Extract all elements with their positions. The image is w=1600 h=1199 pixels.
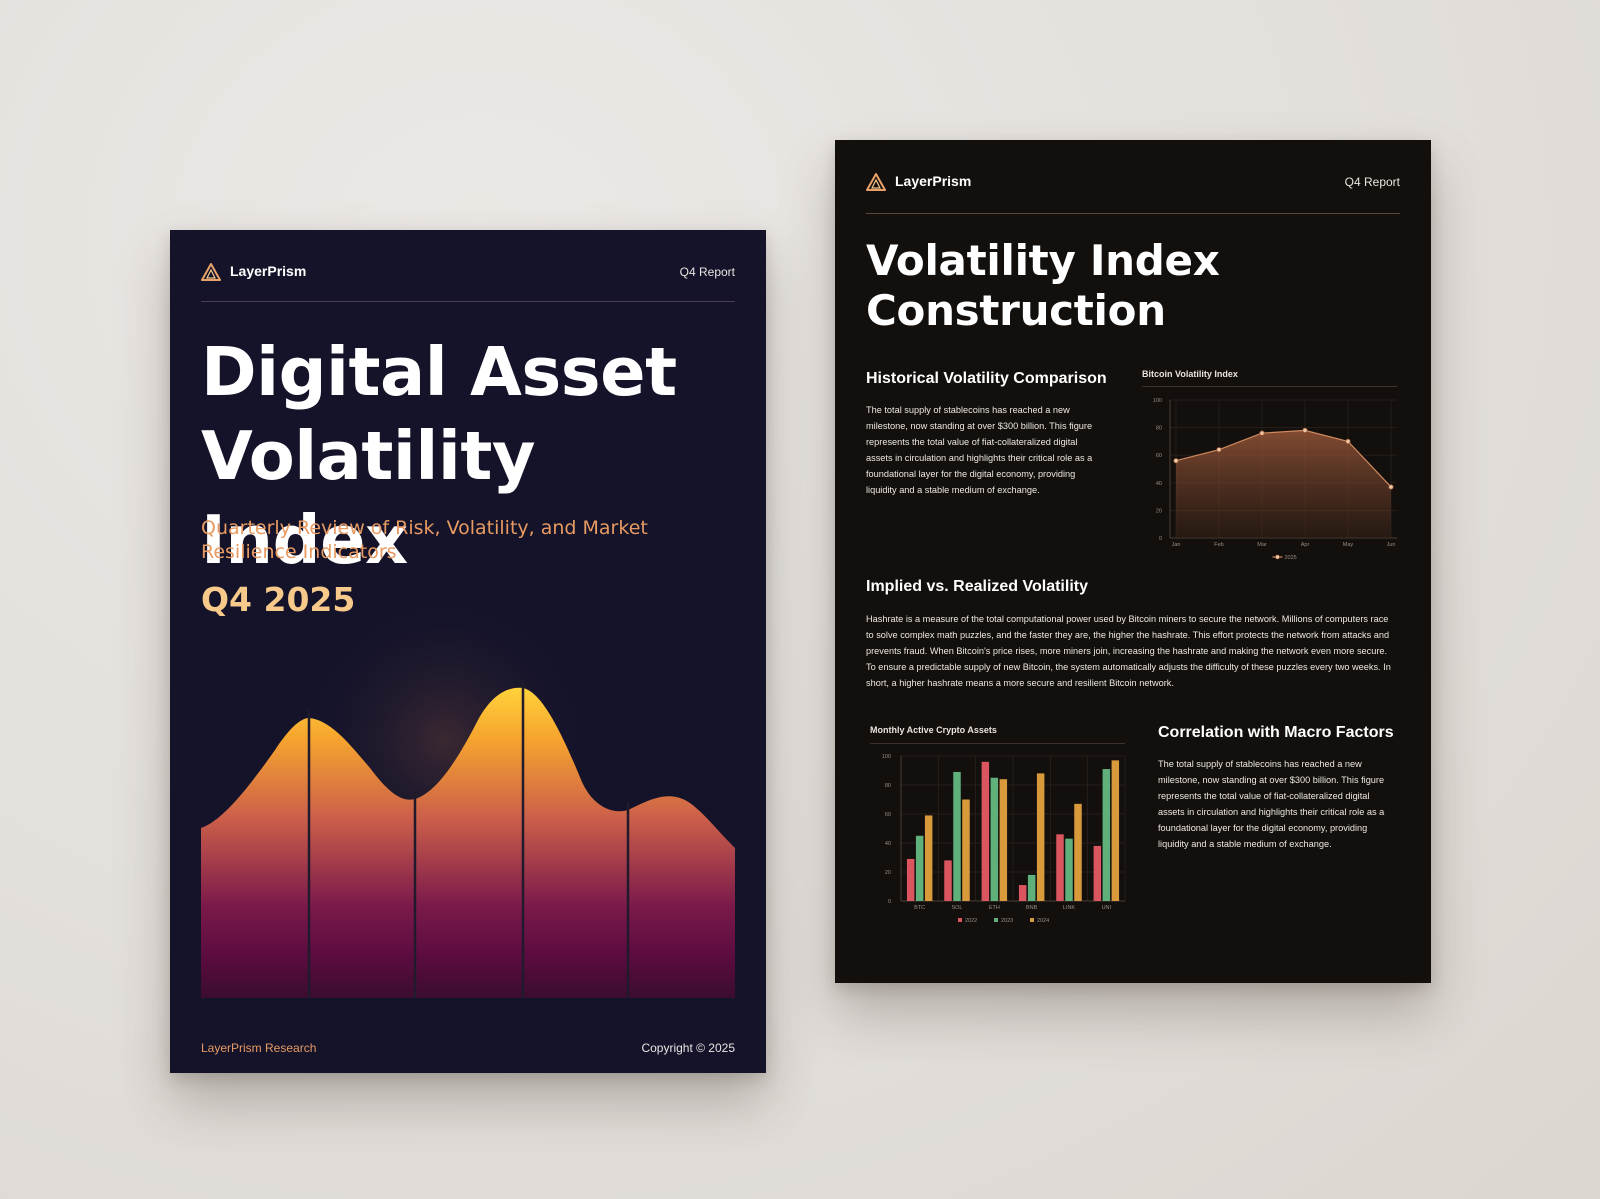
- cover-title-line-2: Volatility Index: [201, 417, 536, 579]
- inner-header: LayerPrism Q4 Report: [866, 170, 1400, 200]
- report-tag: Q4 Report: [1344, 175, 1400, 189]
- legend-swatch: [1030, 918, 1034, 922]
- cover-page: LayerPrism Q4 Report Digital Asset Volat…: [170, 230, 766, 1073]
- header-divider: [201, 301, 735, 302]
- x-tick-label: Jan: [1172, 542, 1181, 548]
- cover-quarter: Q4 2025: [201, 580, 356, 619]
- y-tick-label: 20: [885, 870, 891, 876]
- volatility-wave-shape: [201, 687, 735, 998]
- bar-eth-2024: [999, 779, 1008, 901]
- data-point: [1388, 484, 1394, 490]
- x-tick-label: LINK: [1063, 905, 1076, 911]
- y-tick-label: 100: [1153, 398, 1162, 404]
- header-divider: [866, 213, 1400, 214]
- data-point: [1302, 427, 1308, 433]
- x-tick-label: UNI: [1102, 905, 1112, 911]
- legend-label: 2024: [1037, 918, 1049, 924]
- section-body-historical: The total supply of stablecoins has reac…: [866, 405, 1093, 495]
- y-tick-label: 40: [1156, 481, 1162, 487]
- bar-uni-2023: [1102, 769, 1111, 901]
- y-tick-label: 60: [885, 812, 891, 818]
- y-tick-label: 0: [888, 899, 891, 905]
- report-tag: Q4 Report: [679, 265, 735, 279]
- inner-page: LayerPrism Q4 Report Volatility Index Co…: [835, 140, 1431, 983]
- x-tick-label: Feb: [1214, 542, 1223, 548]
- data-point: [1173, 458, 1179, 464]
- x-tick-label: Apr: [1301, 542, 1310, 548]
- x-tick-label: May: [1343, 542, 1354, 548]
- bar-uni-2022: [1093, 845, 1102, 901]
- x-tick-label: Jun: [1387, 542, 1396, 548]
- x-tick-label: BTC: [914, 905, 925, 911]
- bar-link-2023: [1065, 838, 1073, 901]
- bar-bnb-2024: [1036, 773, 1045, 901]
- area-fill: [1176, 430, 1391, 538]
- bar-eth-2022: [981, 761, 990, 901]
- page-title: Volatility Index Construction: [866, 236, 1406, 336]
- bar-btc-2023: [915, 835, 924, 901]
- x-tick-label: ETH: [989, 905, 1000, 911]
- prism-logo-icon: [201, 263, 221, 281]
- bar-btc-2022: [906, 858, 915, 901]
- x-tick-label: Mar: [1257, 542, 1267, 548]
- section-heading-implied: Implied vs. Realized Volatility: [866, 578, 1088, 595]
- bar-chart-title: Monthly Active Crypto Assets: [870, 725, 997, 735]
- y-tick-label: 80: [885, 783, 891, 789]
- wave-dividers: [307, 680, 630, 998]
- bar-sol-2024: [962, 799, 970, 901]
- section-body-correlation: The total supply of stablecoins has reac…: [1158, 759, 1385, 849]
- prism-logo-icon: [866, 173, 886, 191]
- bar-eth-2023: [990, 777, 999, 901]
- page-title-line-1: Volatility Index: [866, 236, 1220, 285]
- bar-chart-rule: [870, 743, 1125, 744]
- bar-bnb-2022: [1018, 885, 1027, 901]
- monthly-active-crypto-assets-bar-chart: 100 80 60 40 20 0 BTC SOL ETH BNB LINK UNI 2022 202…: [882, 754, 1126, 924]
- y-tick-label: 20: [1156, 508, 1162, 514]
- data-point: [1345, 438, 1351, 445]
- legend-label: 2023: [1001, 918, 1013, 924]
- y-tick-label: 40: [885, 841, 891, 847]
- bar-bnb-2023: [1027, 874, 1036, 901]
- x-tick-label: BNB: [1026, 905, 1038, 911]
- legend-swatch: [958, 918, 962, 922]
- section-heading-historical: Historical Volatility Comparison: [866, 370, 1107, 387]
- cover-title: Digital Asset Volatility Index: [201, 330, 761, 582]
- y-tick-label: 80: [1156, 426, 1162, 432]
- footer-copyright: Copyright © 2025: [641, 1041, 735, 1055]
- legend-label: 2025: [1285, 555, 1297, 561]
- area-chart-rule: [1142, 386, 1397, 387]
- bar-link-2022: [1056, 834, 1064, 901]
- area-line: [1175, 429, 1392, 488]
- legend-label: 2022: [965, 918, 977, 924]
- bitcoin-volatility-area-chart: 100 80 60 40 20 0 Jan Feb Mar Apr May Jun 2025: [1153, 398, 1397, 561]
- brand-name: LayerPrism: [895, 173, 972, 189]
- cover-wave-artwork: [201, 610, 735, 998]
- footer-publisher: LayerPrism Research: [201, 1041, 317, 1055]
- cover-title-line-1: Digital Asset: [201, 333, 677, 411]
- data-point: [1216, 447, 1222, 453]
- x-tick-label: SOL: [951, 905, 962, 911]
- bar-sol-2022: [944, 860, 952, 901]
- y-tick-label: 60: [1156, 453, 1162, 459]
- bar-sol-2023: [953, 771, 961, 901]
- y-tick-label: 0: [1159, 536, 1162, 542]
- brand-name: LayerPrism: [230, 263, 307, 279]
- bar-btc-2024: [924, 815, 933, 901]
- legend-swatch: [994, 918, 998, 922]
- bar-link-2024: [1074, 803, 1082, 901]
- legend-marker: [1275, 554, 1280, 560]
- area-chart-title: Bitcoin Volatility Index: [1142, 369, 1238, 379]
- section-heading-correlation: Correlation with Macro Factors: [1158, 724, 1394, 741]
- bar-uni-2024: [1111, 760, 1120, 901]
- section-body-implied: Hashrate is a measure of the total compu…: [866, 614, 1391, 688]
- y-tick-label: 100: [882, 754, 891, 760]
- cover-header: LayerPrism Q4 Report: [201, 260, 735, 290]
- data-point: [1259, 430, 1265, 436]
- cover-subtitle: Quarterly Review of Risk, Volatility, an…: [201, 517, 648, 563]
- page-title-line-2: Construction: [866, 286, 1166, 335]
